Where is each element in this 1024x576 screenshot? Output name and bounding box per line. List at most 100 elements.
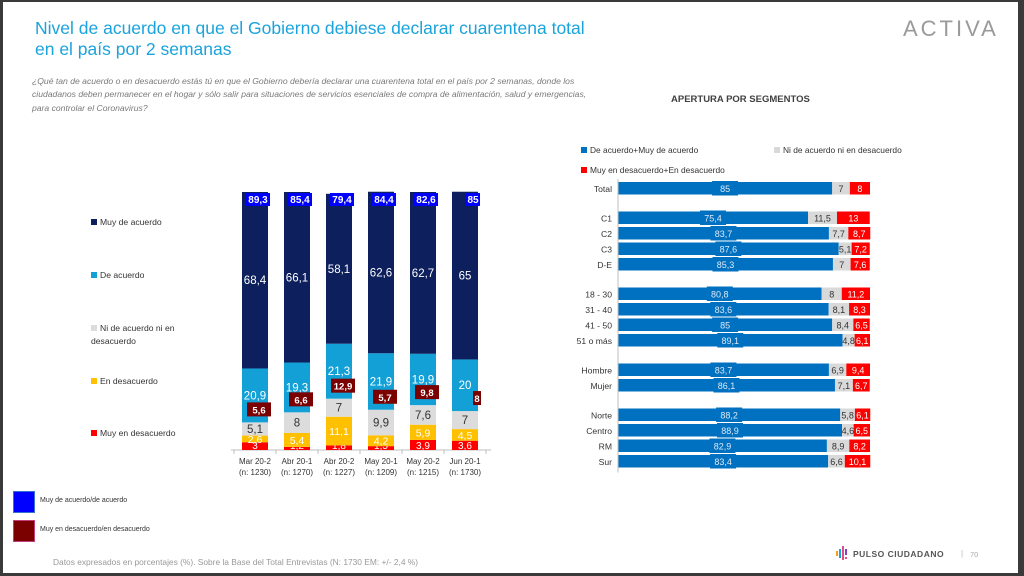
bar-segment: [849, 182, 870, 195]
data-label: 7: [462, 415, 468, 427]
row-label: C2: [601, 229, 612, 239]
data-label: 89,1: [722, 336, 740, 346]
data-label: 7,7: [832, 229, 845, 239]
bar-segment: [410, 439, 436, 450]
bar-segment: [826, 439, 850, 452]
brand-name: PULSO CIUDADANO: [853, 549, 945, 559]
data-label: 6,1: [856, 410, 869, 420]
data-label: 5,4: [290, 435, 305, 447]
bar-segment: [849, 303, 870, 316]
legend-label: Muy de acuerdo: [100, 217, 162, 227]
bar-segment: [844, 455, 871, 468]
bar-segment: [242, 442, 268, 450]
total-acuerdo-badge: [288, 193, 312, 206]
bar-segment: [841, 287, 870, 300]
bar-segment: [452, 411, 478, 430]
bar-segment: [242, 192, 268, 369]
bar-segment: [410, 424, 436, 440]
legend-swatch: [91, 219, 97, 225]
segments-title: APERTURA POR SEGMENTOS: [671, 94, 810, 105]
data-label: 62,6: [370, 267, 392, 279]
data-label: 8,3: [853, 305, 866, 315]
legend-swatch: [581, 167, 587, 173]
legend-swatch: [91, 430, 97, 436]
data-label: 85,3: [717, 260, 735, 270]
x-tick-label: Abr 20-2: [324, 457, 355, 466]
bar-segment: [410, 192, 436, 354]
data-label: 5,1: [839, 244, 852, 254]
data-label: 88,2: [720, 410, 738, 420]
data-label: 9,4: [852, 365, 865, 375]
label-bg: [716, 407, 743, 422]
data-label: 75,4: [704, 213, 722, 223]
legend-swatch: [581, 147, 587, 153]
data-label: 4,5: [458, 430, 473, 442]
legend-label: De acuerdo+Muy de acuerdo: [590, 145, 699, 155]
total-desacuerdo-label: 12,9: [334, 382, 353, 393]
x-tick-sublabel: (n: 1227): [323, 468, 355, 477]
data-label: 65: [459, 271, 472, 283]
total-acuerdo-label: 79,4: [332, 195, 352, 206]
legend-label: De acuerdo: [100, 270, 145, 280]
legend-swatch: [774, 147, 780, 153]
page-number: 70: [970, 550, 979, 559]
row-label: D-E: [597, 260, 612, 270]
data-label: 6,5: [855, 320, 868, 330]
row-label: 18 - 30: [585, 289, 612, 299]
total-desacuerdo-badge: [415, 385, 439, 400]
x-tick-sublabel: (n: 1730): [449, 468, 481, 477]
bar-segment: [452, 440, 478, 450]
bar-segment: [842, 334, 855, 347]
data-label: 7,2: [854, 244, 867, 254]
label-bg: [712, 181, 739, 196]
bar-segment: [284, 192, 310, 363]
data-label: 20: [459, 380, 472, 392]
data-label: 80,8: [711, 289, 729, 299]
data-label: 8,1: [833, 305, 846, 315]
data-label: 4,6: [842, 426, 855, 436]
legend-label-total-desacuerdo: Muy en desacuerdo/en desacuerdo: [40, 526, 150, 533]
data-label: 85: [720, 184, 730, 194]
bar-segment: [842, 424, 854, 437]
footer-separator: |: [961, 549, 964, 558]
data-label: 11,2: [847, 289, 864, 299]
slide: Nivel de acuerdo en que el Gobierno debi…: [3, 2, 1018, 573]
pulso-ciudadano-logo-icon: [836, 546, 847, 560]
bar-segment: [852, 379, 870, 392]
data-label: 5,1: [247, 424, 263, 436]
bar-segment: [808, 211, 837, 224]
data-label: 11,1: [329, 426, 349, 438]
bar-segment: [452, 429, 478, 441]
data-label: 21,3: [328, 366, 350, 378]
stacked-column-chart: 32,65,1 20,9 68,4 Mar 20-2 (n: 1230) 89,3 5,6 1…: [231, 191, 491, 477]
bar-segment: [832, 318, 854, 331]
total-acuerdo-badge: [330, 193, 354, 206]
row-label: Sur: [599, 457, 613, 467]
bar-segment: [368, 409, 394, 436]
data-label: 5,8: [841, 410, 854, 420]
legend-item-ni: Ni de acuerdo ni en desacuerdo: [91, 322, 201, 348]
bar-segment: [821, 287, 842, 300]
legend-item-en-desacuerdo: En desacuerdo: [91, 375, 158, 388]
data-label: 19,3: [286, 382, 308, 394]
bar-segment: [410, 405, 436, 425]
x-tick-label: Jun 20-1: [449, 457, 481, 466]
data-label: 7,1: [838, 381, 851, 391]
data-label: 82,9: [714, 441, 732, 451]
data-label: 8,2: [853, 441, 866, 451]
label-bg: [717, 423, 744, 438]
data-label: 7: [839, 184, 844, 194]
legend-item-muy-en-desacuerdo: Muy en desacuerdo: [91, 427, 175, 440]
bar-segment: [326, 416, 352, 446]
total-desacuerdo-badge: [373, 389, 397, 404]
bar-segment: [828, 227, 849, 240]
bar-segment: [368, 435, 394, 447]
legend-swatch-total-desacuerdo: [13, 520, 35, 542]
bar-segment: [846, 363, 870, 376]
x-tick-label: Abr 20-1: [282, 457, 313, 466]
label-bg: [700, 210, 727, 225]
data-label: 2,6: [248, 434, 263, 446]
bar-segment: [326, 398, 352, 417]
data-label: 83,7: [715, 365, 733, 375]
label-bg: [710, 454, 737, 469]
